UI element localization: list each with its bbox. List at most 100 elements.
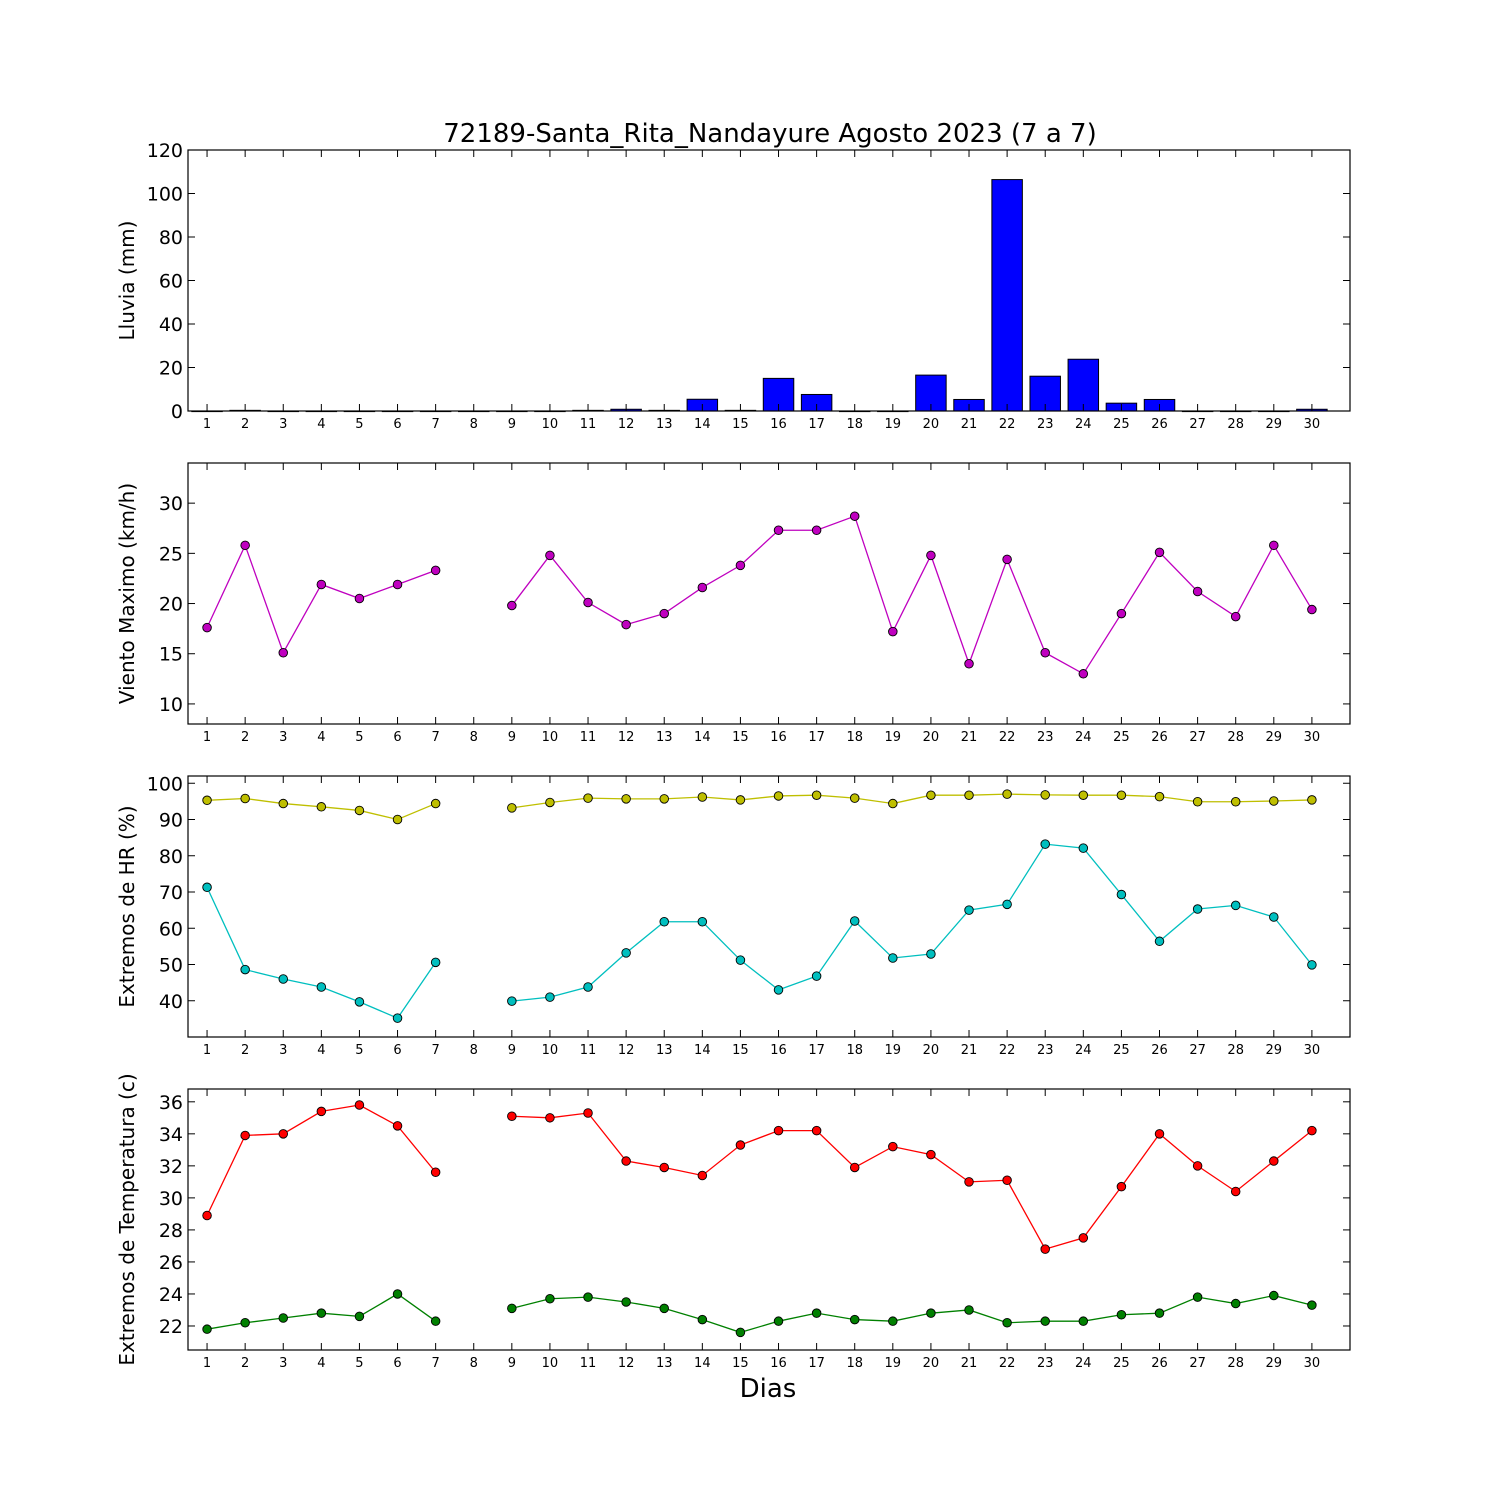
series-1-point-day-1 [202,795,212,806]
series-1-point-day-24 [1078,669,1089,679]
series-1-point-day-16 [773,525,784,536]
y-axis-label: Extremos de Temperatura (c) [115,1073,139,1365]
x-tick-label: 30 [1304,730,1321,745]
x-tick-label: 25 [1113,417,1130,432]
series-1-point-day-6 [392,579,403,590]
x-tick-label: 13 [656,417,673,432]
series-2-point-day-3 [278,974,289,984]
x-tick-label: 5 [355,1043,363,1058]
y-tick-label: 10 [159,694,183,716]
x-tick-label: 29 [1266,417,1283,432]
series-2-point-day-28 [1230,1298,1241,1309]
series-2-point-day-23 [1040,839,1050,849]
x-tick-label: 18 [846,1043,863,1058]
y-tick-label: 34 [159,1124,183,1146]
series-1-point-day-13 [659,608,669,619]
x-tick-label: 19 [885,417,902,432]
series-2-point-day-16 [773,1316,784,1326]
y-tick-label: 120 [147,140,183,162]
series-1-point-day-17 [811,525,822,536]
x-tick-label: 30 [1304,417,1321,432]
series-1-point-day-30 [1307,795,1317,805]
series-1-point-day-5 [354,593,365,604]
series-2-point-day-9 [507,1303,517,1314]
series-2-point-day-11 [583,982,593,992]
panel-frame [187,775,1351,1038]
series-2-line-1 [206,887,437,1019]
x-tick-label: 27 [1189,730,1206,745]
x-tick-label: 30 [1304,1356,1321,1371]
y-tick-label: 50 [159,955,183,977]
y-tick-label: 60 [159,918,183,940]
series-1-point-day-4 [316,802,327,812]
series-2-point-day-6 [392,1289,403,1299]
series-2-point-day-7 [430,957,441,968]
x-tick-label: 4 [317,1043,325,1058]
series-1-point-day-18 [849,511,860,521]
series-1-point-day-17 [811,790,822,800]
x-tick-label: 8 [470,1043,478,1058]
x-tick-label: 2 [241,1356,249,1371]
series-1-point-day-29 [1269,796,1279,806]
series-1-point-day-18 [849,793,860,803]
series-1-point-day-29 [1269,1156,1279,1166]
series-2-point-day-4 [316,1308,327,1318]
y-axis-label: Viento Maximo (km/h) [115,483,139,704]
series-1-point-day-21 [964,790,974,800]
y-tick-label: 80 [159,227,183,249]
x-tick-label: 26 [1151,1043,1168,1058]
series-1-point-day-24 [1078,1233,1089,1243]
series-1-point-day-2 [240,1130,250,1141]
series-1-point-day-5 [354,805,365,816]
series-1-point-day-23 [1040,1244,1050,1254]
y-tick-label: 25 [159,543,183,565]
series-2-point-day-1 [202,1324,212,1334]
series-2-point-day-19 [888,1316,898,1326]
x-tick-label: 28 [1227,1043,1244,1058]
x-tick-label: 27 [1189,1356,1206,1371]
series-1-point-day-2 [240,540,250,551]
series-1-point-day-26 [1154,547,1165,558]
series-1-point-day-18 [849,1162,860,1173]
x-tick-label: 26 [1151,730,1168,745]
x-tick-label: 20 [923,1356,940,1371]
x-tick-label: 16 [770,1043,787,1058]
x-tick-label: 23 [1037,1356,1054,1371]
series-1-point-day-21 [964,659,974,669]
series-1-point-day-22 [1002,554,1012,565]
series-1-point-day-15 [735,560,746,571]
series-2-point-day-20 [926,949,936,959]
series-2-point-day-30 [1307,960,1317,970]
x-tick-label: 9 [508,417,516,432]
series-1-point-day-6 [392,1121,403,1131]
y-tick-label: 28 [159,1220,183,1242]
series-1-point-day-29 [1269,540,1279,551]
series-2-point-day-12 [621,948,631,958]
x-tick-label: 7 [431,730,439,745]
y-tick-label: 26 [159,1252,183,1274]
x-tick-label: 29 [1266,1356,1283,1371]
x-tick-label: 28 [1227,417,1244,432]
x-tick-label: 19 [885,1043,902,1058]
bar-day-24 [1067,358,1100,412]
x-tick-label: 8 [470,417,478,432]
series-2-point-day-22 [1002,899,1012,910]
x-tick-label: 18 [846,730,863,745]
y-tick-label: 100 [147,184,183,206]
y-tick-label: 30 [159,493,183,515]
x-tick-label: 16 [770,1356,787,1371]
x-tick-label: 19 [885,1356,902,1371]
series-1-point-day-10 [545,797,555,808]
x-tick-label: 1 [203,417,211,432]
x-tick-label: 3 [279,1356,287,1371]
series-2-point-day-27 [1192,1292,1203,1302]
panel-frame [187,462,1351,725]
x-tick-label: 24 [1075,417,1092,432]
x-tick-label: 29 [1266,730,1283,745]
series-1-point-day-26 [1154,1129,1165,1139]
x-tick-label: 18 [846,417,863,432]
series-2-point-day-6 [392,1013,403,1023]
